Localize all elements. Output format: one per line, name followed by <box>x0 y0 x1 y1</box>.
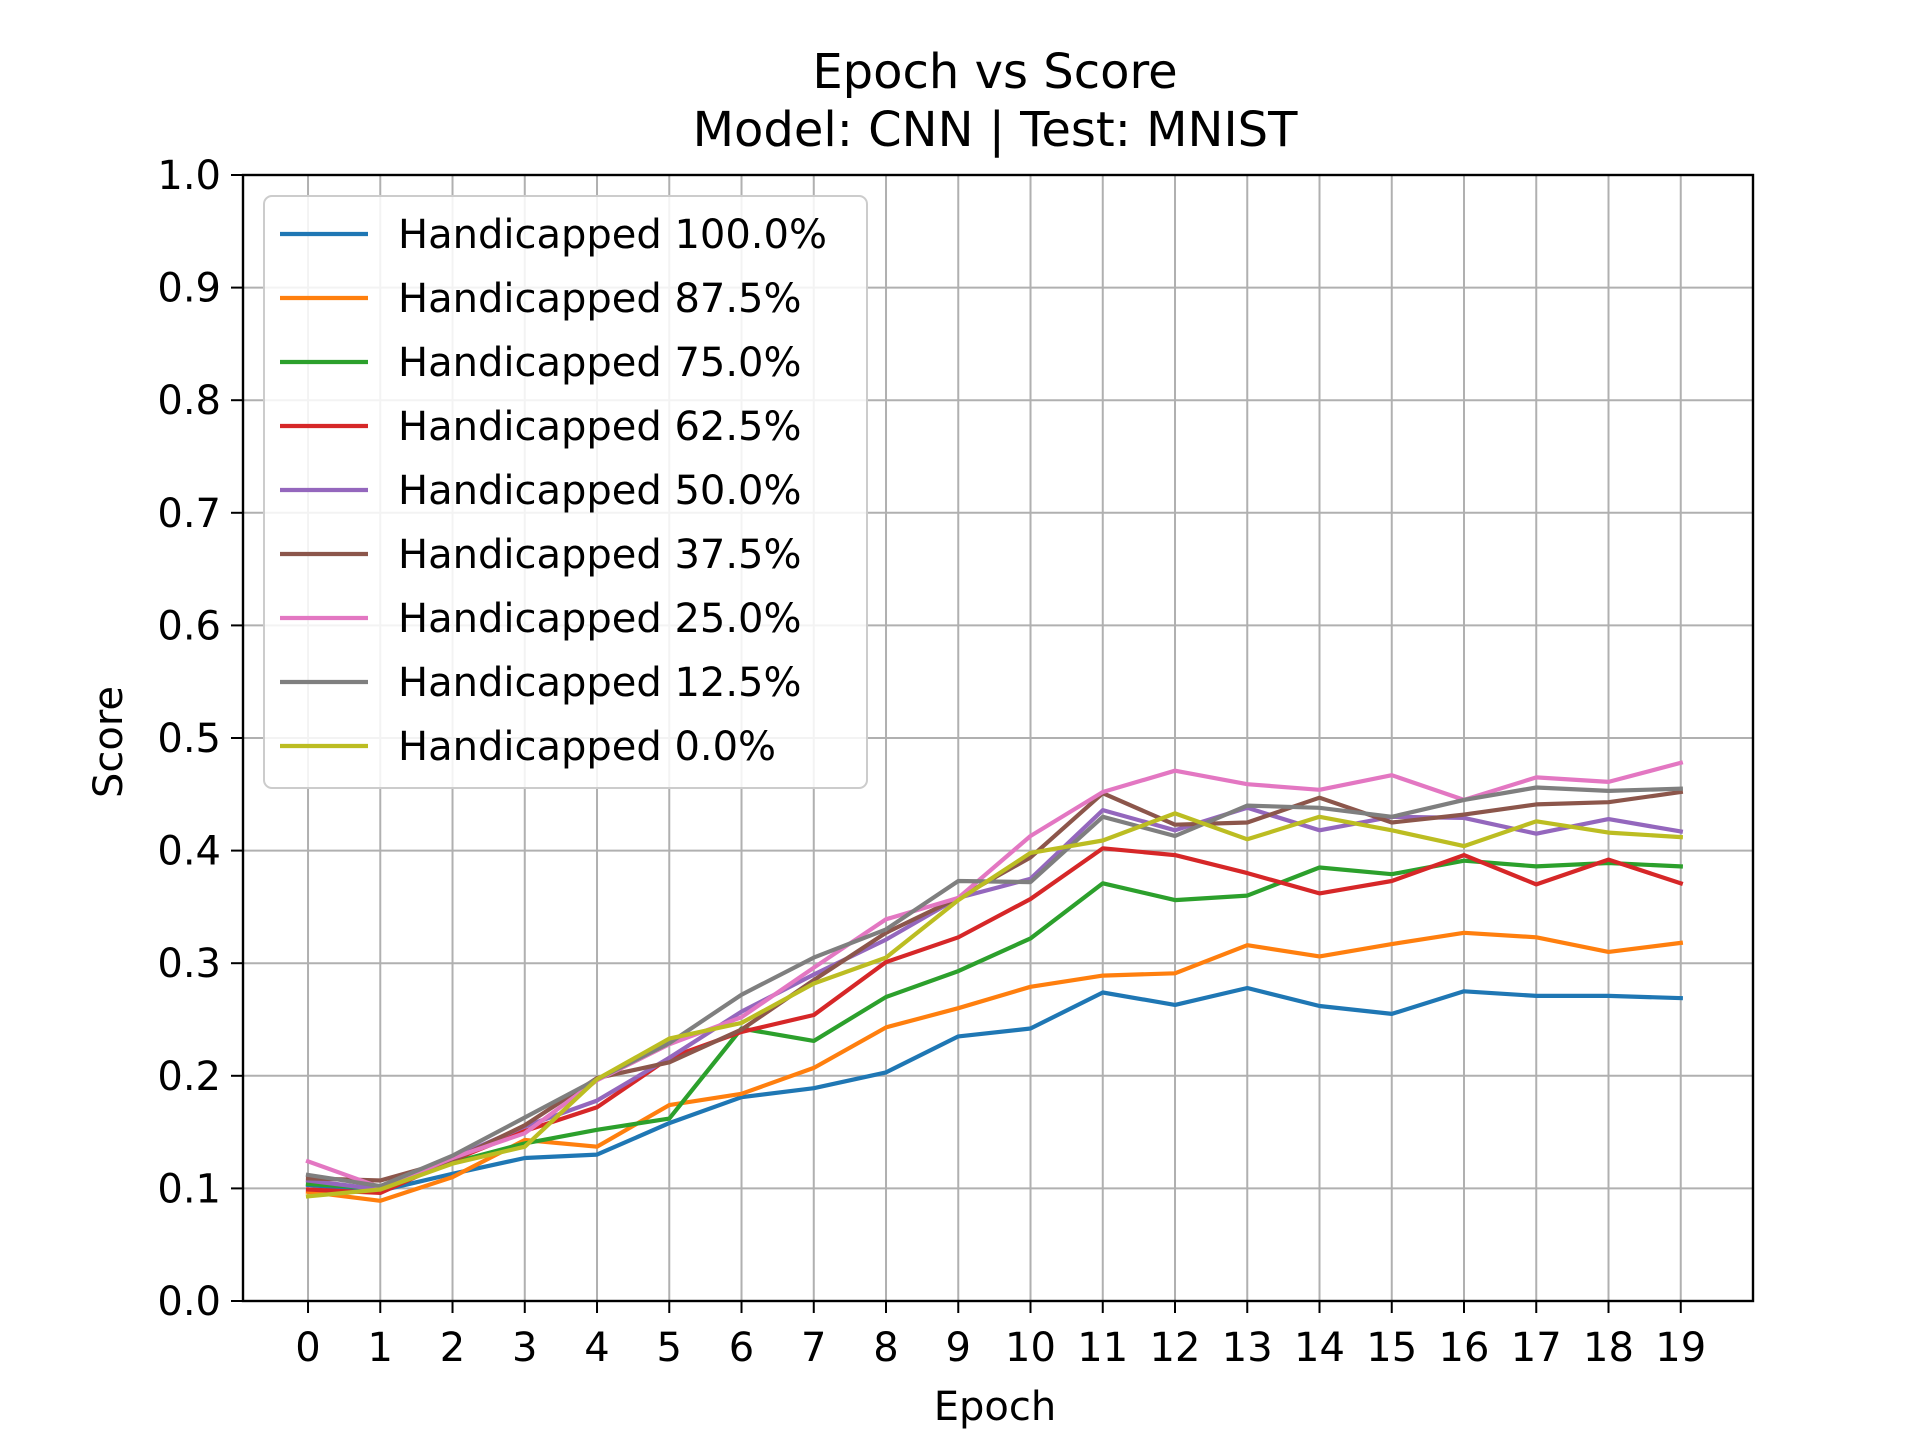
x-tick-label: 12 <box>1150 1325 1201 1371</box>
y-tick-label: 0.1 <box>157 1166 221 1212</box>
x-tick-label: 10 <box>1005 1325 1056 1371</box>
legend: Handicapped 100.0% Handicapped 87.5% Handi… <box>263 195 868 789</box>
y-tick-label: 0.2 <box>157 1054 221 1100</box>
x-tick-label: 17 <box>1511 1325 1562 1371</box>
x-tick-label: 4 <box>584 1325 609 1371</box>
legend-box <box>263 195 868 789</box>
y-tick-label: 0.3 <box>157 941 221 987</box>
y-tick-label: 0.7 <box>157 491 221 537</box>
x-tick-label: 14 <box>1294 1325 1345 1371</box>
x-tick-label: 13 <box>1222 1325 1273 1371</box>
x-tick-label: 2 <box>440 1325 465 1371</box>
chart-title: Epoch vs Score <box>812 44 1177 100</box>
y-tick-label: 0.8 <box>157 378 221 424</box>
y-tick-label: 0.4 <box>157 829 221 875</box>
y-tick-label: 0.9 <box>157 266 221 312</box>
y-tick-label: 1.0 <box>157 153 221 199</box>
x-tick-label: 0 <box>295 1325 320 1371</box>
y-tick-label: 0.6 <box>157 603 221 649</box>
y-tick-label: 0.0 <box>157 1279 221 1325</box>
legend-label: Handicapped 12.5% <box>398 660 802 706</box>
legend-label: Handicapped 100.0% <box>398 212 827 258</box>
series-line-handicapped-12-5 <box>305 785 1683 1189</box>
y-axis-ticks: 0.0 0.1 0.2 0.3 0.4 0.5 0.6 0.7 0.8 0.9 1.0 <box>157 153 243 1325</box>
x-tick-label: 11 <box>1077 1325 1128 1371</box>
legend-label: Handicapped 37.5% <box>398 532 802 578</box>
x-tick-label: 15 <box>1366 1325 1417 1371</box>
legend-label: Handicapped 87.5% <box>398 276 802 322</box>
series-line-handicapped-100-0 <box>305 985 1683 1193</box>
x-tick-label: 5 <box>657 1325 682 1371</box>
x-tick-label: 16 <box>1439 1325 1490 1371</box>
x-tick-label: 6 <box>729 1325 754 1371</box>
series-line-handicapped-62-5 <box>305 846 1684 1196</box>
legend-label: Handicapped 25.0% <box>398 596 802 642</box>
y-axis-label: Score <box>86 686 132 798</box>
legend-label: Handicapped 75.0% <box>398 340 802 386</box>
y-tick-label: 0.5 <box>157 716 221 762</box>
x-tick-label: 18 <box>1583 1325 1634 1371</box>
legend-label: Handicapped 50.0% <box>398 468 802 514</box>
x-tick-label: 1 <box>368 1325 393 1371</box>
chart-subtitle: Model: CNN | Test: MNIST <box>693 102 1298 158</box>
series-line-handicapped-25-0 <box>305 760 1684 1190</box>
series-line-handicapped-0-0 <box>305 811 1684 1199</box>
series-line-handicapped-75-0 <box>305 858 1683 1191</box>
x-tick-label: 3 <box>512 1325 537 1371</box>
x-axis-ticks: 0 1 2 3 4 5 6 7 8 9 10 11 12 13 14 15 16 17 18 19 <box>295 1301 1706 1371</box>
x-tick-label: 7 <box>801 1325 826 1371</box>
x-tick-label: 9 <box>946 1325 971 1371</box>
legend-label: Handicapped 0.0% <box>398 724 776 770</box>
series-lines <box>305 760 1684 1203</box>
x-tick-label: 19 <box>1655 1325 1706 1371</box>
x-tick-label: 8 <box>873 1325 898 1371</box>
x-axis-label: Epoch <box>934 1384 1056 1430</box>
legend-label: Handicapped 62.5% <box>398 404 802 450</box>
